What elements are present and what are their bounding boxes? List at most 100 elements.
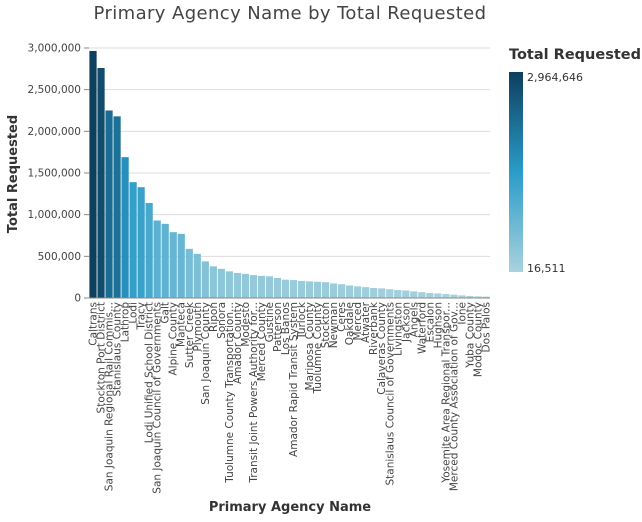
bar — [386, 289, 394, 298]
x-tick-label: Turlock — [296, 301, 308, 340]
x-tick-label: San Joaquin County — [200, 302, 212, 405]
y-axis-title: Total Requested — [6, 115, 21, 233]
bar — [434, 293, 442, 298]
bar — [145, 203, 153, 298]
x-tick-label: Oakdale — [344, 302, 356, 345]
x-tick-label: Merced County — [256, 302, 268, 381]
x-tick-label: Caltrans — [88, 302, 100, 346]
bar — [321, 282, 330, 298]
bar — [89, 50, 97, 298]
bar — [249, 275, 258, 298]
x-tick-label: Modesto — [240, 302, 252, 347]
legend-color-ramp — [509, 72, 523, 272]
x-tick-label: Patterson — [272, 302, 284, 352]
x-tick-label: Galt — [160, 302, 172, 324]
legend: Total Requested 2,964,646 16,511 — [509, 47, 641, 275]
bar — [153, 220, 161, 298]
x-tick-label: Stanislaus Council of Governments — [384, 302, 396, 486]
bar — [161, 223, 169, 298]
bar — [297, 280, 306, 298]
x-tick-label: Lodi Unified School District — [144, 302, 156, 443]
x-tick-label: Yosemite Area Regional Transpor... — [440, 302, 452, 484]
bar — [225, 271, 233, 298]
x-tick-label: San Joaquin Regional Rail Commis... — [104, 302, 116, 491]
x-tick-label: Riverbank — [368, 301, 380, 355]
x-tick-label: Tuolumne County Transportation... — [224, 302, 236, 484]
x-tick-label: Gustine — [264, 302, 276, 342]
bar — [482, 296, 490, 298]
bar — [265, 276, 274, 298]
bar — [137, 187, 145, 298]
bar — [442, 294, 450, 298]
chart-title: Primary Agency Name by Total Requested — [94, 3, 487, 24]
x-tick-label: Newman — [328, 302, 340, 348]
y-tick-label: 500,000 — [38, 251, 81, 263]
x-tick-label: Mariposa County — [304, 302, 316, 390]
x-tick-label: Atwater — [360, 301, 372, 343]
bar — [338, 284, 346, 298]
x-tick-label: Lathrop — [120, 302, 132, 343]
x-tick-label: Lodi — [128, 302, 140, 324]
bar — [281, 279, 290, 298]
x-tick-label: Alpine County — [168, 302, 180, 376]
x-tick-label: Stockton Port District — [96, 302, 108, 413]
bar — [185, 248, 193, 298]
bar — [466, 295, 474, 298]
x-tick-label: Hughson — [432, 302, 444, 348]
x-tick-label: Tracy — [136, 302, 148, 331]
x-tick-label: Amador County — [232, 302, 244, 384]
bar — [370, 288, 378, 298]
bar — [410, 291, 418, 298]
bar — [362, 287, 370, 298]
bar — [105, 110, 113, 298]
y-tick-label: 2,000,000 — [28, 126, 81, 138]
bar — [129, 182, 137, 298]
x-tick-label: San Joaquin Council of Governments — [152, 302, 164, 494]
x-tick-label: Yuba County — [464, 302, 476, 369]
y-tick-label: 1,500,000 — [28, 168, 81, 180]
x-tick-label: Stockton — [320, 302, 332, 348]
bar — [402, 290, 410, 298]
y-tick-label: 1,000,000 — [28, 209, 81, 221]
bar — [273, 278, 282, 298]
x-tick-label: Ione — [456, 302, 468, 325]
x-tick-label: Ceres — [336, 302, 348, 332]
legend-min-label: 16,511 — [527, 262, 566, 275]
x-tick-label: Ripon — [208, 302, 220, 332]
x-tick-label: Amador Rapid Transit System — [288, 302, 300, 457]
legend-max-label: 2,964,646 — [527, 71, 583, 84]
bar — [418, 292, 426, 298]
bar — [217, 268, 225, 298]
x-tick-label: Merced — [352, 302, 364, 341]
bar — [201, 261, 209, 298]
y-axis-tick-labels: 0 500,000 1,000,000 1,500,000 2,000,000 2,500… — [28, 43, 81, 305]
x-tick-label: Manteca — [176, 302, 188, 347]
gridlines — [84, 47, 490, 299]
x-tick-label: Sutter Creek — [184, 301, 196, 368]
x-tick-label: Jackson — [400, 302, 412, 343]
x-tick-label: Los Banos — [280, 302, 292, 355]
bar — [257, 275, 266, 298]
x-tick-label: Stanislaus County — [112, 302, 124, 396]
bar — [313, 281, 322, 298]
bar — [193, 253, 201, 298]
bar — [289, 280, 298, 298]
x-tick-label: Plymouth — [192, 302, 204, 352]
y-tick-label: 0 — [74, 293, 81, 305]
legend-title: Total Requested — [509, 47, 641, 63]
x-tick-label: Merced County Association of Gov... — [448, 302, 460, 491]
x-tick-label: Tuolumne County — [312, 302, 324, 395]
bar — [426, 293, 434, 298]
bar — [378, 288, 386, 298]
x-tick-label: Modoc County — [472, 302, 484, 377]
bars — [89, 50, 490, 298]
x-tick-label: Escalon — [424, 302, 436, 342]
x-tick-label: Calaveras County — [376, 302, 388, 395]
bar — [241, 273, 249, 298]
bar — [450, 294, 458, 298]
bar — [177, 233, 185, 298]
x-tick-label: Transit Joint Powers Authority for... — [248, 302, 260, 484]
